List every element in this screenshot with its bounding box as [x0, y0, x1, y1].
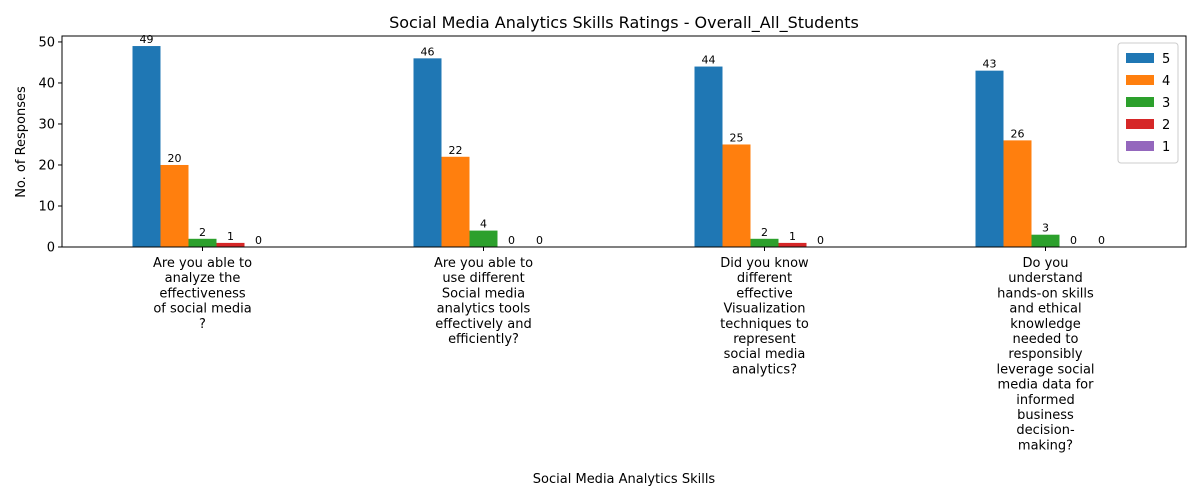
y-tick-label: 20 — [38, 158, 55, 173]
y-tick-label: 10 — [38, 199, 55, 214]
bar-3-cat-4 — [1031, 234, 1060, 247]
data-label: 25 — [730, 131, 744, 144]
bar-5-cat-2 — [413, 58, 442, 247]
x-axis-label: Social Media Analytics Skills — [533, 472, 716, 487]
data-label: 3 — [1042, 222, 1049, 235]
legend-label-1: 1 — [1162, 140, 1170, 155]
bar-3-cat-1 — [188, 238, 217, 247]
y-tick-label: 30 — [38, 117, 55, 132]
data-label: 26 — [1011, 127, 1025, 140]
bar-4-cat-1 — [160, 164, 189, 247]
data-labels-layer: 49 46 44 43 20 22 25 26 2 4 2 3 1 0 1 0 0 0 0 0 — [140, 33, 1106, 247]
bar-4-cat-2 — [441, 156, 470, 247]
bar-2-cat-3 — [778, 242, 807, 247]
x-tick-label: Do you understand hands-on skills and ethic… — [996, 256, 1094, 453]
legend-swatch-3 — [1126, 97, 1154, 107]
legend-swatch-2 — [1126, 119, 1154, 129]
y-tick-label: 50 — [38, 35, 55, 50]
legend-swatch-4 — [1126, 75, 1154, 85]
data-label: 0 — [817, 234, 824, 247]
bar-4-cat-3 — [722, 144, 751, 247]
legend-label-2: 2 — [1162, 118, 1170, 133]
y-tick-label: 40 — [38, 76, 55, 91]
data-label: 22 — [449, 144, 463, 157]
data-label: 43 — [983, 58, 997, 71]
bar-5-cat-4 — [975, 70, 1004, 248]
data-label: 0 — [1070, 234, 1077, 247]
data-label: 20 — [168, 152, 182, 165]
y-axis-label: No. of Responses — [14, 86, 29, 198]
data-label: 1 — [227, 230, 234, 243]
legend-swatch-5 — [1126, 53, 1154, 63]
chart-title: Social Media Analytics Skills Ratings - … — [389, 13, 859, 33]
bar-5-cat-1 — [132, 46, 161, 247]
legend: 5 4 3 2 1 — [1117, 42, 1179, 164]
bar-3-cat-3 — [750, 238, 779, 247]
data-label: 49 — [140, 33, 154, 46]
bar-4-cat-4 — [1003, 140, 1032, 247]
bar-3-cat-2 — [469, 230, 498, 247]
x-tick-label: Did you know different effective Visualizat… — [720, 256, 809, 377]
data-label: 0 — [1098, 234, 1105, 247]
data-label: 46 — [421, 45, 435, 58]
plot-frame — [61, 35, 1187, 248]
data-label: 1 — [789, 230, 796, 243]
legend-label-3: 3 — [1162, 96, 1170, 111]
bar-2-cat-1 — [216, 242, 245, 247]
bar-5-cat-3 — [694, 66, 723, 247]
x-tick-label: Are you able to use different Social media… — [434, 256, 533, 347]
data-label: 0 — [536, 234, 543, 247]
bars-layer — [132, 46, 1060, 248]
legend-label-5: 5 — [1162, 52, 1170, 67]
legend-label-4: 4 — [1162, 74, 1170, 89]
data-label: 2 — [199, 226, 206, 239]
data-label: 0 — [255, 234, 262, 247]
data-label: 0 — [508, 234, 515, 247]
x-tick-label: Are you able to analyze the effectiveness o… — [153, 256, 252, 332]
data-label: 2 — [761, 226, 768, 239]
data-label: 4 — [480, 218, 487, 231]
y-tick-label: 0 — [47, 241, 55, 256]
data-label: 44 — [702, 54, 716, 67]
legend-swatch-1 — [1126, 141, 1154, 151]
